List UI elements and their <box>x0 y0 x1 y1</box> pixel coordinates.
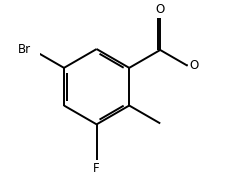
Text: F: F <box>93 162 99 175</box>
Text: O: O <box>188 59 198 72</box>
Text: O: O <box>155 3 164 16</box>
Text: Br: Br <box>18 43 31 56</box>
